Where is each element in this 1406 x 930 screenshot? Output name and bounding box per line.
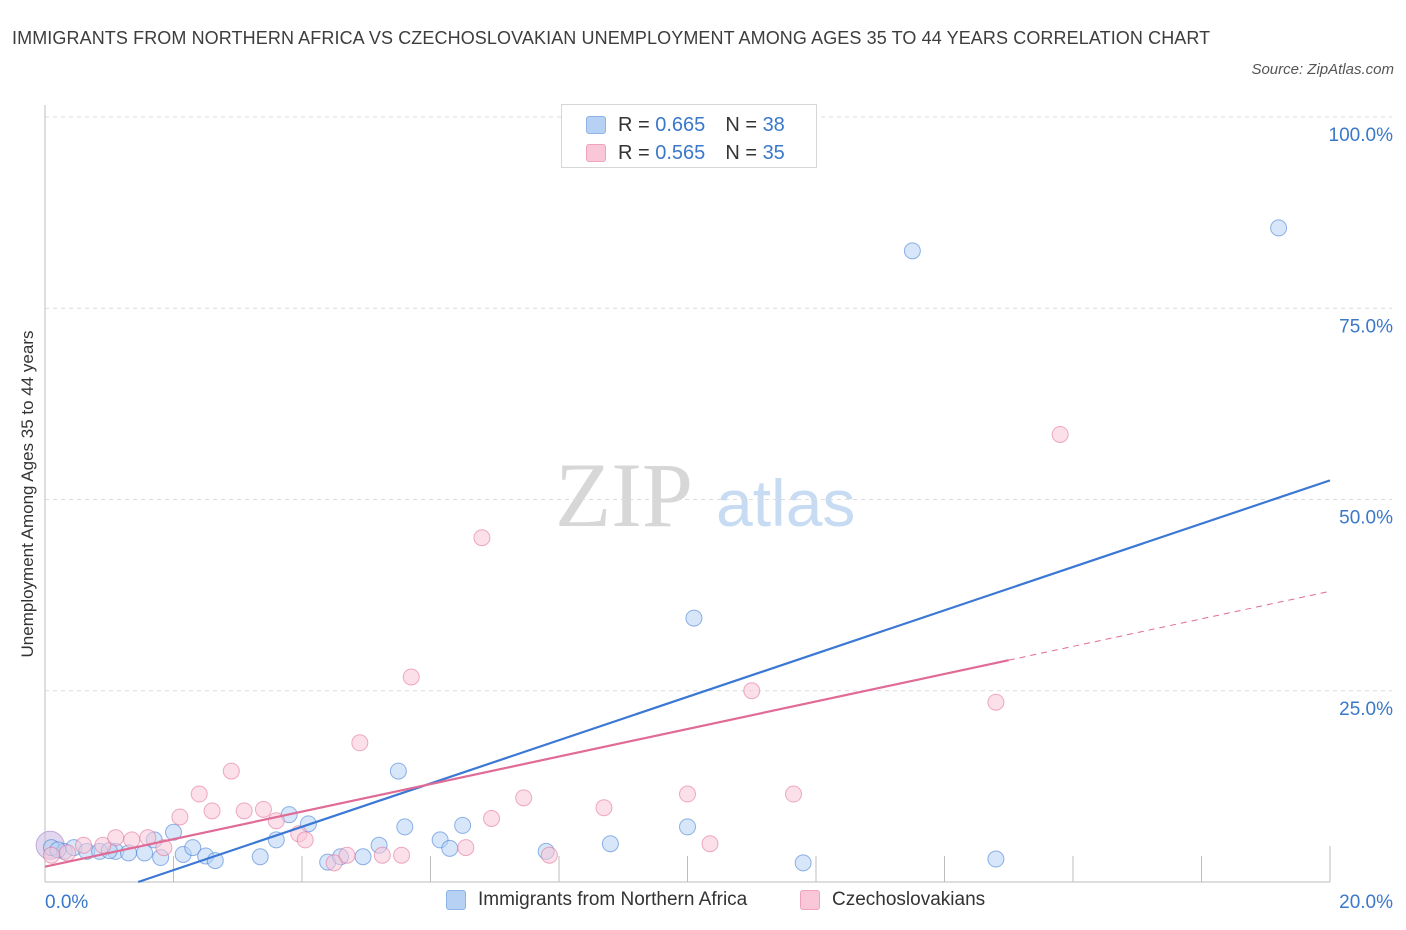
legend-r-value: 0.665: [655, 113, 706, 136]
series-legend-northern-africa[interactable]: Immigrants from Northern Africa: [446, 889, 747, 911]
data-point-northern-africa: [354, 848, 372, 866]
x-tick-label: 20.0%: [1339, 892, 1393, 913]
data-point-czechoslovakians: [203, 802, 221, 820]
legend-n-value: 35: [762, 141, 785, 164]
data-point-czechoslovakians: [190, 785, 208, 803]
watermark-atlas: atlas: [716, 466, 855, 540]
data-point-czechoslovakians: [679, 785, 696, 803]
data-point-czechoslovakians: [987, 693, 1005, 711]
trend-lines: [44, 479, 1331, 884]
data-point-czechoslovakians: [107, 829, 125, 847]
data-point-czechoslovakians: [373, 846, 391, 864]
data-point-czechoslovakians: [254, 800, 272, 818]
y-tick-label: 50.0%: [1339, 508, 1393, 529]
data-point-northern-africa: [1270, 219, 1288, 237]
data-point-czechoslovakians: [393, 846, 411, 864]
data-point-czechoslovakians: [123, 831, 141, 849]
data-point-northern-africa: [454, 816, 472, 834]
trend-line-northern-africa: [137, 479, 1331, 884]
series-legend-czechoslovakians[interactable]: Czechoslovakians: [800, 889, 985, 911]
watermark-zip: ZIP: [555, 444, 693, 546]
y-tick-label: 25.0%: [1339, 699, 1393, 720]
data-point-northern-africa: [987, 850, 1005, 868]
data-point-czechoslovakians: [351, 734, 369, 752]
legend-swatch-pink: [586, 144, 606, 162]
data-point-czechoslovakians: [42, 846, 60, 864]
legend-swatch-blue: [586, 116, 606, 134]
chart-title: IMMIGRANTS FROM NORTHERN AFRICA VS CZECH…: [12, 28, 1211, 48]
x-tick-label: 0.0%: [45, 892, 88, 913]
data-point-czechoslovakians: [222, 762, 240, 780]
data-point-czechoslovakians: [171, 808, 189, 826]
data-point-czechoslovakians: [296, 831, 314, 849]
data-point-czechoslovakians: [155, 839, 173, 857]
data-point-czechoslovakians: [483, 810, 501, 828]
data-point-northern-africa: [389, 762, 407, 780]
data-point-northern-africa: [184, 839, 202, 857]
legend-row-northern-africa: R = 0.665 N = 38: [586, 113, 785, 137]
data-point-czechoslovakians: [785, 785, 803, 803]
legend-r-label: R =: [618, 113, 656, 136]
data-point-northern-africa: [396, 818, 414, 836]
legend-n-label: N =: [725, 113, 763, 136]
data-point-northern-africa: [601, 835, 619, 853]
data-point-czechoslovakians: [58, 844, 76, 862]
y-axis-label: Unemployment Among Ages 35 to 44 years: [18, 331, 37, 658]
legend-r-label: R =: [618, 141, 656, 164]
trend-line-extension: [1008, 590, 1331, 661]
data-point-northern-africa: [794, 854, 812, 872]
data-point-czechoslovakians: [457, 839, 475, 857]
axes: [44, 105, 1331, 883]
data-point-northern-africa: [251, 848, 269, 866]
series-legend: Immigrants from Northern Africa Czechosl…: [0, 889, 1406, 915]
source-label: Source: ZipAtlas.com: [1251, 61, 1394, 78]
series-swatch-blue: [446, 890, 466, 910]
data-point-czechoslovakians: [515, 789, 533, 807]
data-point-czechoslovakians: [325, 854, 343, 872]
legend-n-label: N =: [725, 141, 763, 164]
data-point-czechoslovakians: [540, 846, 558, 864]
legend-r-value: 0.565: [655, 141, 706, 164]
trend-line-czechoslovakians: [44, 659, 1009, 868]
data-points: [35, 219, 1288, 872]
data-point-czechoslovakians: [338, 846, 356, 864]
tick-labels: 25.0% 50.0% 75.0% 100.0% 0.0% 20.0%: [45, 125, 1393, 913]
data-point-czechoslovakians: [75, 836, 93, 854]
data-point-czechoslovakians: [473, 529, 491, 547]
series-label: Czechoslovakians: [832, 889, 986, 910]
data-point-czechoslovakians: [743, 682, 761, 700]
data-point-northern-africa: [685, 609, 703, 627]
data-point-czechoslovakians: [595, 799, 613, 817]
y-tick-label: 100.0%: [1329, 125, 1394, 146]
correlation-legend: R = 0.665 N = 38 R = 0.565 N = 35: [561, 104, 817, 168]
data-point-czechoslovakians: [701, 835, 719, 853]
legend-row-czechoslovakians: R = 0.565 N = 35: [586, 141, 785, 165]
data-point-czechoslovakians: [1051, 425, 1069, 443]
y-tick-label: 75.0%: [1339, 316, 1393, 337]
data-point-northern-africa: [441, 839, 459, 857]
data-point-northern-africa: [679, 818, 696, 836]
legend-n-value: 38: [762, 113, 785, 136]
data-point-czechoslovakians: [402, 668, 420, 686]
grid-lines: [45, 116, 1392, 692]
series-label: Immigrants from Northern Africa: [478, 889, 748, 910]
series-swatch-pink: [800, 890, 820, 910]
data-point-northern-africa: [903, 242, 921, 260]
data-point-czechoslovakians: [235, 802, 253, 820]
